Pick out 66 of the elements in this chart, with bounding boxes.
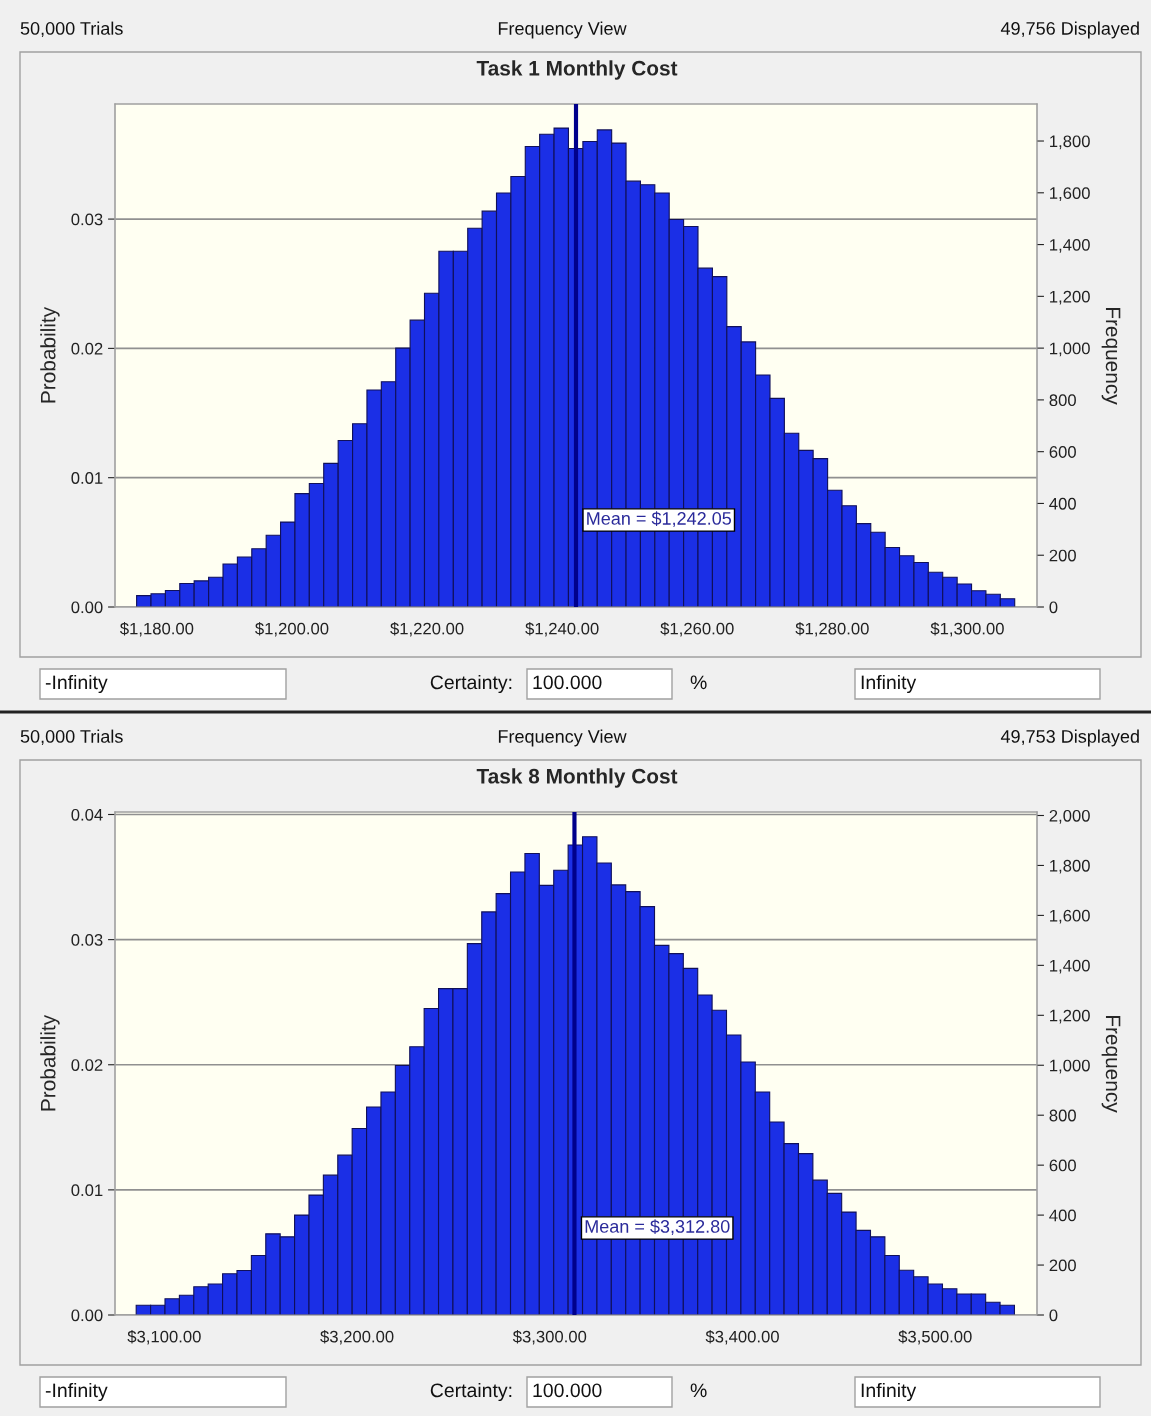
y2-tick-label: 0 — [1049, 1309, 1058, 1322]
text: 50,000 Trials — [20, 21, 123, 37]
text: -Infinity — [45, 1382, 108, 1402]
y-tick-label: 0.03 — [71, 213, 103, 226]
x-tick-label: $3,400.00 — [705, 1330, 779, 1345]
y2-tick-label: 1,200 — [1050, 1009, 1090, 1024]
y2-tick-label: 1,400 — [1050, 238, 1090, 253]
y2-tick-label: 1,600 — [1050, 909, 1090, 924]
y2-tick-label: 1,800 — [1050, 135, 1090, 150]
y2-tick-label: 1,000 — [1050, 342, 1090, 357]
y2-axis-title: Frequency — [1101, 308, 1121, 405]
text: 50,000 Trials — [20, 729, 123, 745]
y2-tick-label: 600 — [1049, 446, 1076, 458]
text: -Infinity — [45, 674, 108, 694]
text: 100.000 — [533, 1383, 602, 1398]
x-tick-label: $3,500.00 — [898, 1330, 972, 1345]
text: Certainty: — [430, 674, 512, 694]
x-tick-label: $1,280.00 — [795, 622, 869, 637]
text: Frequency View — [498, 21, 627, 39]
text: Certainty: — [430, 1382, 512, 1402]
x-tick-label: $3,200.00 — [320, 1330, 394, 1345]
y2-tick-label: 800 — [1049, 1109, 1076, 1122]
x-tick-label: $1,300.00 — [930, 622, 1004, 637]
y-axis-title: Probability — [40, 306, 60, 403]
chart-title: Task 8 Monthly Cost — [476, 768, 678, 788]
x-tick-label: $1,260.00 — [660, 622, 734, 637]
y2-tick-label: 1,400 — [1050, 959, 1090, 974]
y-tick-label: 0.01 — [71, 1184, 103, 1197]
y2-tick-label: 0 — [1049, 601, 1058, 614]
y2-tick-label: 200 — [1049, 1259, 1076, 1272]
y-axis-title: Probability — [40, 1014, 60, 1111]
text: Infinity — [861, 674, 917, 694]
ref-line-label: Mean = $3,312.80 — [585, 1219, 730, 1235]
text: % — [690, 675, 707, 690]
y2-tick-label: 800 — [1049, 394, 1076, 407]
text: Infinity — [861, 1382, 917, 1402]
x-tick-label: $1,220.00 — [390, 622, 464, 637]
x-tick-label: $1,180.00 — [119, 622, 194, 637]
text: 100.000 — [533, 675, 602, 690]
text: % — [690, 1383, 707, 1398]
y-tick-label: 0.00 — [71, 1309, 103, 1322]
chart-title: Task 1 Monthly Cost — [476, 60, 678, 80]
y2-tick-label: 400 — [1049, 497, 1076, 510]
y-tick-label: 0.02 — [71, 342, 103, 355]
y2-tick-label: 200 — [1049, 549, 1076, 562]
y2-tick-label: 1,800 — [1050, 859, 1090, 874]
y-tick-label: 0.00 — [71, 601, 103, 614]
y2-axis-title: Frequency — [1101, 1016, 1121, 1113]
x-tick-label: $3,300.00 — [512, 1330, 587, 1345]
x-tick-label: $1,240.00 — [525, 622, 599, 637]
y2-tick-label: 1,000 — [1050, 1059, 1090, 1074]
y2-tick-label: 400 — [1049, 1209, 1076, 1222]
text: 49,753 Displayed — [1000, 729, 1139, 747]
text: Frequency View — [498, 729, 627, 747]
y2-tick-label: 600 — [1049, 1159, 1076, 1172]
x-tick-label: $3,100.00 — [127, 1330, 201, 1345]
x-tick-label: $1,200.00 — [255, 622, 329, 637]
text: 49,756 Displayed — [1000, 21, 1139, 39]
y-tick-label: 0.02 — [71, 1059, 103, 1071]
y2-tick-label: 1,600 — [1050, 187, 1090, 201]
y2-tick-label: 2,000 — [1049, 809, 1090, 824]
ref-line-label: Mean = $1,242.05 — [587, 511, 732, 527]
y-tick-label: 0.01 — [71, 472, 103, 484]
y2-tick-label: 1,200 — [1050, 290, 1090, 305]
y-tick-label: 0.03 — [71, 934, 103, 946]
y-tick-label: 0.04 — [71, 808, 103, 821]
